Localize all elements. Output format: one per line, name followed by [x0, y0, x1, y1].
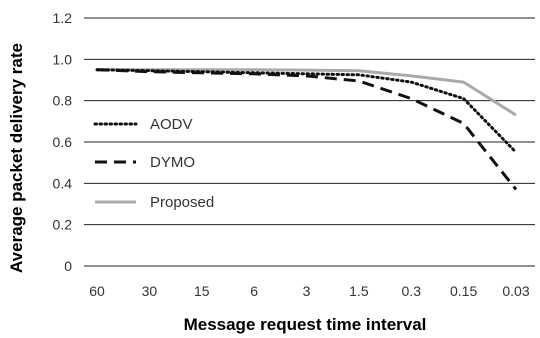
legend-label-proposed: Proposed: [150, 194, 214, 211]
x-tick-label: 0.15: [450, 283, 477, 299]
x-tick-label: 1.5: [349, 283, 369, 299]
legend-label-dymo: DYMO: [150, 154, 195, 171]
x-tick-label: 0.03: [502, 283, 529, 299]
y-tick-label: 0.4: [53, 175, 73, 191]
y-tick-label: 0: [64, 258, 72, 274]
legend-label-aodv: AODV: [150, 116, 193, 133]
y-tick-label: 1.2: [53, 10, 73, 26]
x-tick-label: 60: [89, 283, 105, 299]
grid-lines: [84, 17, 535, 267]
series-line-aodv: [95, 68, 518, 154]
x-tick-label: 6: [250, 283, 258, 299]
x-axis-title: Message request time interval: [184, 315, 427, 334]
y-tick-label: 0.8: [53, 93, 73, 109]
x-tick-label: 3: [303, 283, 311, 299]
x-tick-label: 30: [142, 283, 158, 299]
y-axis-title: Average packet delivery rate: [7, 43, 26, 273]
y-tick-label: 0.6: [53, 134, 73, 150]
series-lines: [95, 68, 518, 191]
x-tick-labels: 60 30 15 6 3 1.5 0.3 0.15 0.03: [89, 283, 530, 299]
x-tick-label: 15: [194, 283, 210, 299]
legend: AODV DYMO Proposed: [93, 116, 214, 211]
x-tick-label: 0.3: [402, 283, 422, 299]
y-tick-label: 1.0: [53, 51, 73, 67]
series-line-dymo: [96, 68, 518, 191]
y-tick-label: 0.2: [53, 217, 73, 233]
y-tick-labels: 0 0.2 0.4 0.6 0.8 1.0 1.2: [53, 10, 73, 274]
